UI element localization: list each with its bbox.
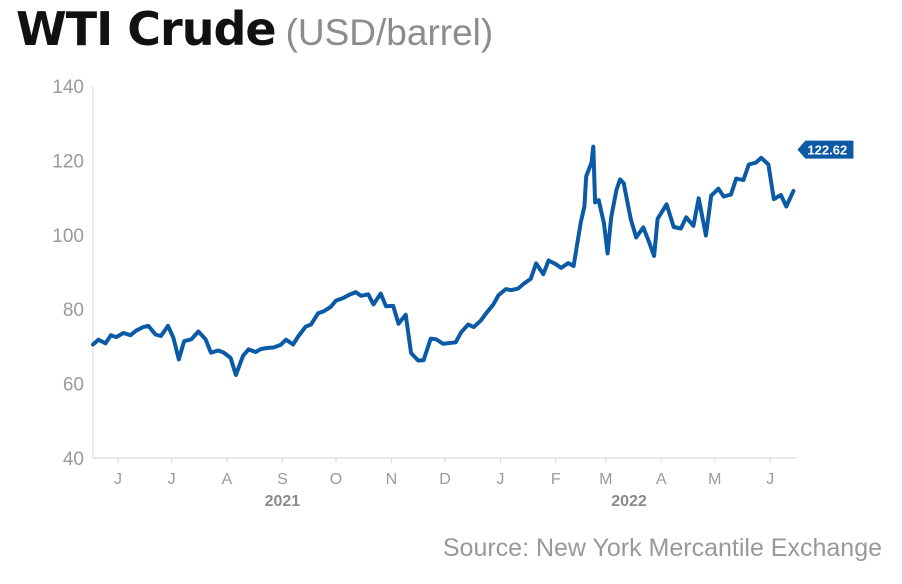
x-tick-label: A (656, 471, 667, 488)
x-tick-label: O (330, 471, 342, 488)
last-value-badge-shape (797, 140, 854, 159)
y-tick-label: 80 (63, 300, 84, 321)
x-tick-label: J (496, 471, 504, 488)
source-note: Source: New York Mercantile Exchange (442, 534, 882, 562)
x-tick-label: N (386, 471, 398, 488)
x-tick-label: J (766, 471, 774, 488)
y-tick-label: 140 (52, 77, 84, 98)
x-tick-label: J (114, 471, 122, 488)
x-tick-label: F (551, 471, 561, 488)
y-tick-label: 120 (52, 151, 84, 172)
x-tick-label: A (222, 471, 233, 488)
y-tick-label: 60 (63, 375, 84, 396)
year-label: 2022 (611, 493, 647, 510)
y-axis: 40 60 80 100 120 140 (52, 77, 84, 470)
x-tick-label: M (599, 471, 612, 488)
year-label: 2021 (265, 493, 301, 510)
chart-title-main: WTI Crude (16, 2, 277, 56)
x-tick-label: M (708, 471, 721, 488)
x-tick-label: S (277, 471, 288, 488)
last-value-badge: 122.62 (797, 140, 854, 159)
chart-title: WTI Crude (USD/barrel) (16, 2, 493, 56)
last-value-label: 122.62 (807, 143, 847, 158)
x-tick-label: J (168, 471, 176, 488)
year-labels: 2021 2022 (265, 493, 647, 510)
y-tick-label: 40 (63, 449, 84, 470)
price-line (91, 144, 796, 377)
y-tick-label: 100 (52, 226, 84, 247)
x-tick-label: D (439, 471, 451, 488)
chart-title-unit: (USD/barrel) (285, 12, 494, 53)
